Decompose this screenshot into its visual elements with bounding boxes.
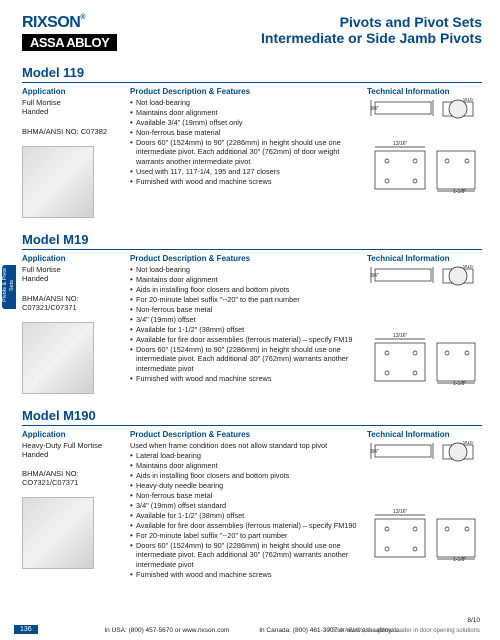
feature-item: Furnished with wood and machine screws (130, 570, 359, 579)
feature-item: Available for fire door assemblies (ferr… (130, 521, 359, 530)
feature-item: Doors 60" (1524mm) to 90" (2286mm) in he… (130, 345, 359, 373)
application-heading: Application (22, 430, 122, 439)
assa-abloy-logo: ASSA ABLOY (22, 34, 117, 51)
svg-text:9/16": 9/16" (463, 98, 475, 103)
feature-list: Not load-bearingMaintains door alignment… (130, 98, 359, 186)
feature-item: Not load-bearing (130, 265, 359, 274)
features-heading: Product Description & Features (130, 87, 359, 96)
application-line: Handed (22, 274, 122, 283)
application-line: Full Mortise (22, 265, 122, 274)
feature-item: Furnished with wood and machine screws (130, 177, 359, 186)
pivot-product-image (22, 146, 94, 218)
technical-drawing: 3/4" 9/16" 13/16" 1-1/8" (367, 265, 482, 385)
svg-text:3/4": 3/4" (370, 106, 379, 112)
side-tab-label: Pivots & Pivot Sets (2, 265, 16, 309)
svg-text:9/16": 9/16" (463, 265, 475, 270)
model-name: Model 119 (22, 65, 482, 83)
svg-text:13/16": 13/16" (393, 141, 408, 147)
technical-heading: Technical Information (367, 87, 482, 96)
feature-item: For 20-minute label suffix "--20" to the… (130, 295, 359, 304)
bhma-number: BHMA/ANSI NO: C07321/C07371 (22, 294, 122, 312)
feature-item: Available for fire door assemblies (ferr… (130, 335, 359, 344)
feature-item: Available 3/4" (19mm) offset only (130, 118, 359, 127)
feature-item: For 20-minute label suffix "--20" to par… (130, 531, 359, 540)
page-number: 136 (14, 625, 38, 634)
page-title: Pivots and Pivot Sets Intermediate or Si… (261, 14, 482, 46)
feature-item: 3/4" (19mm) offset standard (130, 501, 359, 510)
feature-item: Furnished with wood and machine screws (130, 374, 359, 383)
feature-item: Heavy-duty needle bearing (130, 481, 359, 490)
feature-item: Doors 60" (1524mm) to 90" (2286mm) in he… (130, 138, 359, 166)
technical-drawing: 3/4" 9/16" 13/16" 1-1/8" (367, 441, 482, 561)
footer-date: 8/10 (467, 617, 480, 624)
pivot-product-image (22, 497, 94, 569)
application-line: Handed (22, 107, 122, 116)
model-section: Model M19 Application Full MortiseHanded… (22, 232, 482, 394)
application-line: Handed (22, 450, 122, 459)
bhma-number: BHMA/ANSI NO: C07382 (22, 127, 122, 136)
footer-tagline: ASSA ABLOY, the global leader in door op… (328, 628, 480, 634)
technical-heading: Technical Information (367, 254, 482, 263)
feature-list: Lateral load-bearingMaintains door align… (130, 451, 359, 579)
svg-text:13/16": 13/16" (393, 333, 408, 339)
feature-item: Non-ferrous base metal (130, 491, 359, 500)
page-header: RIXSON® ASSA ABLOY Pivots and Pivot Sets… (22, 14, 482, 51)
feature-item: Used with 117, 117-1/4, 195 and 127 clos… (130, 167, 359, 176)
technical-heading: Technical Information (367, 430, 482, 439)
side-tab: Pivots & Pivot Sets (2, 265, 16, 309)
feature-item: Not load-bearing (130, 98, 359, 107)
features-heading: Product Description & Features (130, 254, 359, 263)
svg-text:3/4": 3/4" (370, 449, 379, 455)
page-footer: In USA: (800) 457-5670 or www.rixson.com… (0, 627, 500, 634)
application-heading: Application (22, 254, 122, 263)
model-name: Model M190 (22, 408, 482, 426)
bhma-number: BHMA/ANSI NO: CO7321/C07371 (22, 469, 122, 487)
svg-text:1-1/8": 1-1/8" (453, 189, 466, 193)
feature-item: Aids in installing floor closers and bot… (130, 471, 359, 480)
model-section: Model 119 Application Full MortiseHanded… (22, 65, 482, 218)
feature-item: Maintains door alignment (130, 461, 359, 470)
application-line: Full Mortise (22, 98, 122, 107)
model-section: Model M190 Application Heavy-Duty Full M… (22, 408, 482, 580)
footer-usa: In USA: (800) 457-5670 or www.rixson.com (104, 627, 229, 634)
pivot-product-image (22, 322, 94, 394)
svg-text:13/16": 13/16" (393, 509, 408, 515)
used-when-note: Used when frame condition does not allow… (130, 441, 359, 450)
svg-text:1-1/8": 1-1/8" (453, 381, 466, 385)
feature-item: Non-ferrous base material (130, 128, 359, 137)
svg-text:3/4": 3/4" (370, 273, 379, 279)
feature-item: Aids in installing floor closers and bot… (130, 285, 359, 294)
feature-item: Non-ferrous base metal (130, 305, 359, 314)
feature-item: Maintains door alignment (130, 275, 359, 284)
feature-item: Lateral load-bearing (130, 451, 359, 460)
feature-item: Maintains door alignment (130, 108, 359, 117)
feature-list: Not load-bearingMaintains door alignment… (130, 265, 359, 383)
svg-text:9/16": 9/16" (463, 441, 475, 446)
application-line: Heavy-Duty Full Mortise (22, 441, 122, 450)
model-name: Model M19 (22, 232, 482, 250)
svg-text:1-1/8": 1-1/8" (453, 557, 466, 561)
feature-item: Available for 1-1/2" (38mm) offset (130, 325, 359, 334)
rixson-logo: RIXSON® (22, 14, 85, 32)
feature-item: Available for 1-1/2" (38mm) offset (130, 511, 359, 520)
features-heading: Product Description & Features (130, 430, 359, 439)
technical-drawing: 3/4" 9/16" 13/16" 1-1/8" (367, 98, 482, 193)
feature-item: Doors 60" (1524mm) to 90" (2286mm) in he… (130, 541, 359, 569)
feature-item: 3/4" (19mm) offset (130, 315, 359, 324)
application-heading: Application (22, 87, 122, 96)
